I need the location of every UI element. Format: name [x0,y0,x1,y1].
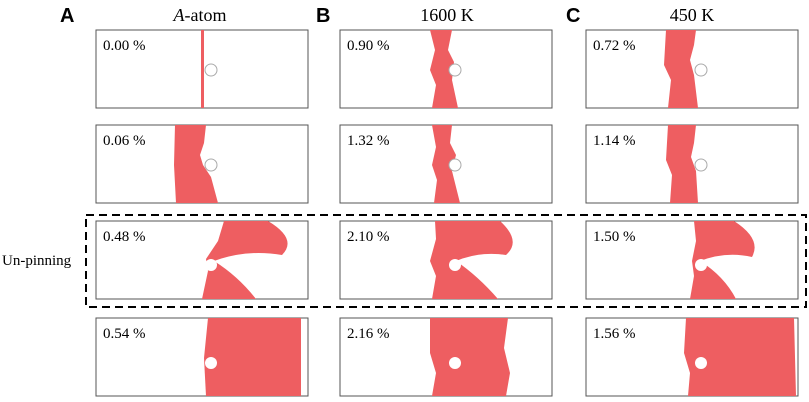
panel-letter: A [60,5,74,27]
strain-label: 1.14 % [593,133,636,149]
strain-label: 0.90 % [347,38,390,54]
precipitate [448,63,462,77]
phase-region [430,318,510,396]
phase-region [430,30,458,108]
snapshot: 1.56 % [585,317,799,397]
strain-label: 1.32 % [347,133,390,149]
snapshot: 0.06 % [95,124,309,204]
panel-title: A-atom [173,5,227,25]
phase-region [204,318,301,396]
strain-label: 0.54 % [103,326,146,342]
phase-region [430,221,513,299]
title-rest: 1600 K [420,5,474,25]
strain-label: 2.10 % [347,229,390,245]
snapshot: 1.14 % [585,124,799,204]
strain-label: 1.56 % [593,326,636,342]
panel-title: 450 K [670,5,715,25]
precipitate [205,357,217,369]
precipitate [204,158,218,172]
precipitate [204,63,218,77]
snapshot: 1.32 % [339,124,553,204]
snapshot: 1.50 % [585,220,799,300]
phase-region [432,125,460,203]
snapshot: 0.48 % [95,220,309,300]
snapshot: 0.90 % [339,29,553,109]
panel-letter: C [566,5,580,27]
snapshot: 0.72 % [585,29,799,109]
frame [585,220,799,300]
snapshot: 2.16 % [339,317,553,397]
annotation: Un-pinning [2,253,72,269]
phase-region [684,318,796,396]
unpinning-box [85,214,807,308]
precipitate [695,357,707,369]
snapshot: 0.54 % [95,317,309,397]
strain-label: 0.48 % [103,229,146,245]
precipitate [449,259,461,271]
snapshot: 0.00 % [95,29,309,109]
strain-label: 0.72 % [593,38,636,54]
precipitate [694,63,708,77]
phase-region [174,125,218,203]
title-rest: -atom [185,5,227,25]
title-italic: A [173,5,186,25]
precipitate [695,259,707,271]
panel-title: 1600 K [420,5,474,25]
phase-region [666,125,698,203]
precipitate [449,357,461,369]
precipitate [448,158,462,172]
title-rest: 450 K [670,5,715,25]
phase-region [202,221,288,299]
strain-label: 0.00 % [103,38,146,54]
strain-label: 1.50 % [593,229,636,245]
precipitate [694,158,708,172]
phase-region [201,30,204,108]
precipitate [205,259,217,271]
phase-region [664,30,698,108]
snapshot: 2.10 % [339,220,553,300]
panel-letter: B [316,5,330,27]
strain-label: 0.06 % [103,133,146,149]
strain-label: 2.16 % [347,326,390,342]
phase-region [690,221,755,299]
